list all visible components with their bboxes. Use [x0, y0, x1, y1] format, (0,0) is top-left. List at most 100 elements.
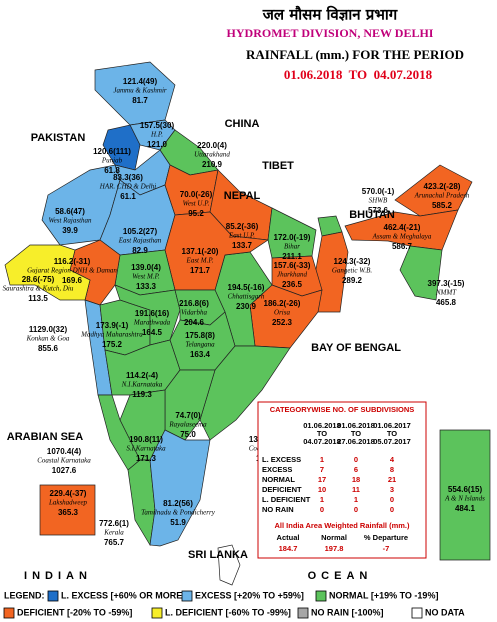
subdivision[interactable] — [4, 244, 91, 301]
subdivision-name: Kerala — [103, 529, 124, 537]
sri-lanka — [217, 544, 241, 586]
subdivision-actual: 58.6(47) — [55, 207, 85, 216]
subdivision-name: Assam & Meghalaya — [372, 233, 432, 241]
subdivision-actual: 157.6(-33) — [274, 261, 311, 270]
all-india-value: 197.8 — [325, 544, 344, 553]
subdivision-actual: 462.4(-21) — [384, 223, 421, 232]
table-cell: 17 — [318, 475, 326, 484]
place-label: INDIAN — [24, 570, 92, 582]
subdivision-name: East M.P. — [186, 257, 214, 265]
subdivision-actual: 121.4(49) — [123, 77, 158, 86]
subdivision-name: Vidarbha — [181, 309, 207, 317]
column-header: TO — [387, 429, 397, 438]
subdivision-actual: 194.5(-16) — [228, 283, 265, 292]
summary-table: CATEGORYWISE NO. OF SUBDIVISIONS 01.06.20… — [257, 401, 427, 559]
subdivision-normal: 95.2 — [188, 209, 204, 218]
subdivision-actual: 191.6(16) — [135, 309, 170, 318]
legend-label: NO DATA — [425, 607, 465, 617]
column-header: 27.06.2018 — [337, 437, 375, 446]
subdivision-name: H.P. — [150, 131, 163, 139]
subdivision-normal: 169.6 — [62, 276, 83, 285]
subdivision-name: East U.P. — [228, 232, 255, 240]
subdivision-actual: 1070.4(4) — [47, 447, 82, 456]
subdivision-normal: 61.8 — [104, 166, 120, 175]
place-label: ARABIAN SEA — [7, 431, 83, 443]
column-header: 01.06.2018 — [337, 421, 375, 430]
subdivision-name: Bihar — [284, 243, 300, 251]
place-label: TIBET — [262, 160, 294, 172]
legend-swatch — [181, 590, 193, 602]
table-cell: 1 — [354, 495, 358, 504]
subdivision-actual: 70.0(-26) — [180, 190, 213, 199]
subdivision-name: West U.P. — [183, 200, 210, 208]
subdivision-normal: 210.9 — [202, 160, 223, 169]
table-cell: 0 — [354, 455, 358, 464]
table-cell: 21 — [388, 475, 396, 484]
subdivision-normal: 171.7 — [190, 266, 211, 275]
subdivision-name: Lakshadweep — [48, 499, 88, 507]
subdivision-name: Gangetic W.B. — [332, 267, 373, 275]
subdivision-actual: 120.6(111) — [93, 147, 131, 156]
all-india-header: Actual — [277, 533, 300, 542]
subdivision[interactable] — [394, 164, 473, 217]
subdivision-actual: 139.0(4) — [131, 263, 161, 272]
subdivision-actual: 229.4(-37) — [50, 489, 87, 498]
subdivision[interactable] — [439, 429, 491, 561]
subdivision-actual: 423.2(-28) — [424, 182, 461, 191]
subdivision-actual: 28.6(-75) — [22, 275, 55, 284]
subdivision-actual: 1129.0(32) — [29, 325, 68, 334]
subdivision-actual: 157.5(30) — [140, 121, 175, 130]
column-header: 05.07.2017 — [373, 437, 411, 446]
subdivision-name: Uttarakhand — [194, 151, 230, 159]
subdivision-actual: 216.8(6) — [179, 299, 209, 308]
subdivision[interactable] — [149, 429, 211, 547]
legend-swatch — [47, 590, 59, 602]
subdivision-actual: 105.2(27) — [123, 227, 158, 236]
subdivision-name: Madhya Maharashtra — [80, 331, 143, 339]
subdivision-name: Jharkhand — [277, 271, 307, 279]
row-label: L. DEFICIENT — [262, 495, 311, 504]
subdivision-normal: 204.6 — [184, 318, 205, 327]
column-header: 04.07.2018 — [303, 437, 341, 446]
legend-label: NO RAIN [-100%] — [311, 607, 384, 617]
subdivision[interactable] — [399, 245, 443, 301]
subdivision-name: Jammu & Kashmir — [113, 87, 167, 95]
subdivision-normal: 586.7 — [392, 242, 413, 251]
table-cell: 8 — [390, 465, 394, 474]
subdivision-normal: 121.0 — [147, 140, 168, 149]
subdivision-normal: 81.7 — [132, 96, 148, 105]
subdivision-name: Punjab — [101, 157, 123, 165]
table-box — [257, 401, 427, 559]
subdivision-actual: 137.1(-20) — [182, 247, 219, 256]
table-cell: 4 — [390, 455, 395, 464]
subdivision-normal: 163.4 — [190, 350, 211, 359]
subdivision-name: Orisa — [274, 309, 290, 317]
table-cell: 18 — [352, 475, 360, 484]
subdivision-name: A & N Islands — [444, 495, 485, 503]
legend-label: NORMAL [+19% TO -19%] — [329, 590, 438, 600]
subdivision-name: Saurashtra & Kutch, Diu — [3, 285, 74, 293]
subdivision-name: Tamilnadu & Pondicherry — [141, 509, 216, 517]
table-cell: 0 — [320, 505, 324, 514]
subdivision[interactable] — [39, 484, 96, 536]
subdivision-actual: 114.2(-4) — [126, 371, 158, 380]
subdivision-normal: 855.6 — [38, 344, 59, 353]
subdivision-normal: 573.6 — [368, 206, 389, 215]
subdivision-name: Coastal Karnataka — [37, 457, 91, 465]
subdivision-normal: 82.9 — [132, 246, 148, 255]
table-cell: 0 — [390, 495, 394, 504]
subdivision-normal: 465.8 — [436, 298, 457, 307]
subdivision-actual: 220.0(4) — [197, 141, 227, 150]
subdivision-actual: 772.6(1) — [99, 519, 129, 528]
all-india-header: Normal — [321, 533, 347, 542]
subdivision-normal: 484.1 — [455, 504, 476, 513]
table-cell: 6 — [354, 465, 358, 474]
column-header: TO — [317, 429, 327, 438]
legend-label: EXCESS [+20% TO +59%] — [195, 590, 304, 600]
legend-swatch — [315, 590, 327, 602]
column-header: TO — [351, 429, 361, 438]
legend-title: LEGEND: — [4, 590, 45, 600]
all-india-value: -7 — [383, 544, 390, 553]
legend-label: L. EXCESS [+60% OR MORE] — [61, 590, 185, 600]
